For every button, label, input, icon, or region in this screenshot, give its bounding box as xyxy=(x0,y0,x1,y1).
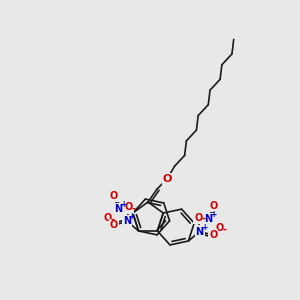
Text: O: O xyxy=(110,191,118,201)
Text: O: O xyxy=(163,174,172,184)
Text: O: O xyxy=(194,212,202,223)
Text: -: - xyxy=(201,214,206,224)
Text: O: O xyxy=(104,213,112,223)
Text: O: O xyxy=(209,201,218,211)
Text: +: + xyxy=(120,200,126,209)
Text: +: + xyxy=(210,210,216,219)
Text: N: N xyxy=(196,226,204,236)
Text: +: + xyxy=(129,212,135,221)
Text: -: - xyxy=(222,224,226,234)
Text: O: O xyxy=(124,202,133,212)
Text: N: N xyxy=(204,214,212,224)
Text: -: - xyxy=(111,214,115,224)
Text: N: N xyxy=(123,217,131,226)
Text: O: O xyxy=(215,224,223,233)
Text: -: - xyxy=(131,203,136,214)
Text: N: N xyxy=(115,204,123,214)
Text: O: O xyxy=(110,220,118,230)
Text: O: O xyxy=(209,230,218,240)
Text: +: + xyxy=(201,223,207,232)
